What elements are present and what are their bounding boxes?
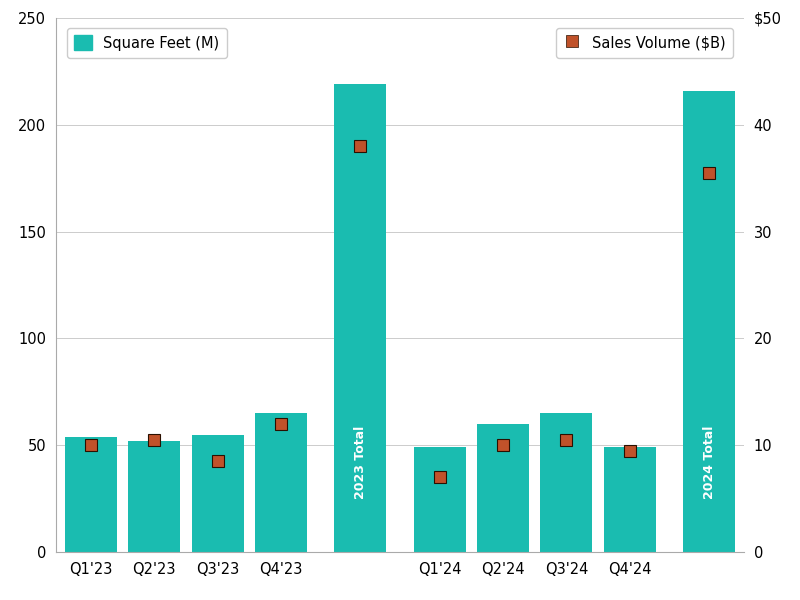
Bar [255, 413, 307, 552]
Bar [128, 441, 180, 552]
Bar [683, 91, 735, 552]
Bar [192, 434, 244, 552]
Bar [334, 84, 386, 552]
Bar [604, 448, 656, 552]
Bar [541, 413, 593, 552]
Text: 2024 Total: 2024 Total [702, 425, 716, 499]
Bar [65, 437, 117, 552]
Bar [477, 424, 529, 552]
Legend: Sales Volume ($B): Sales Volume ($B) [556, 28, 734, 58]
Bar [414, 448, 466, 552]
Text: 2023 Total: 2023 Total [354, 425, 367, 499]
